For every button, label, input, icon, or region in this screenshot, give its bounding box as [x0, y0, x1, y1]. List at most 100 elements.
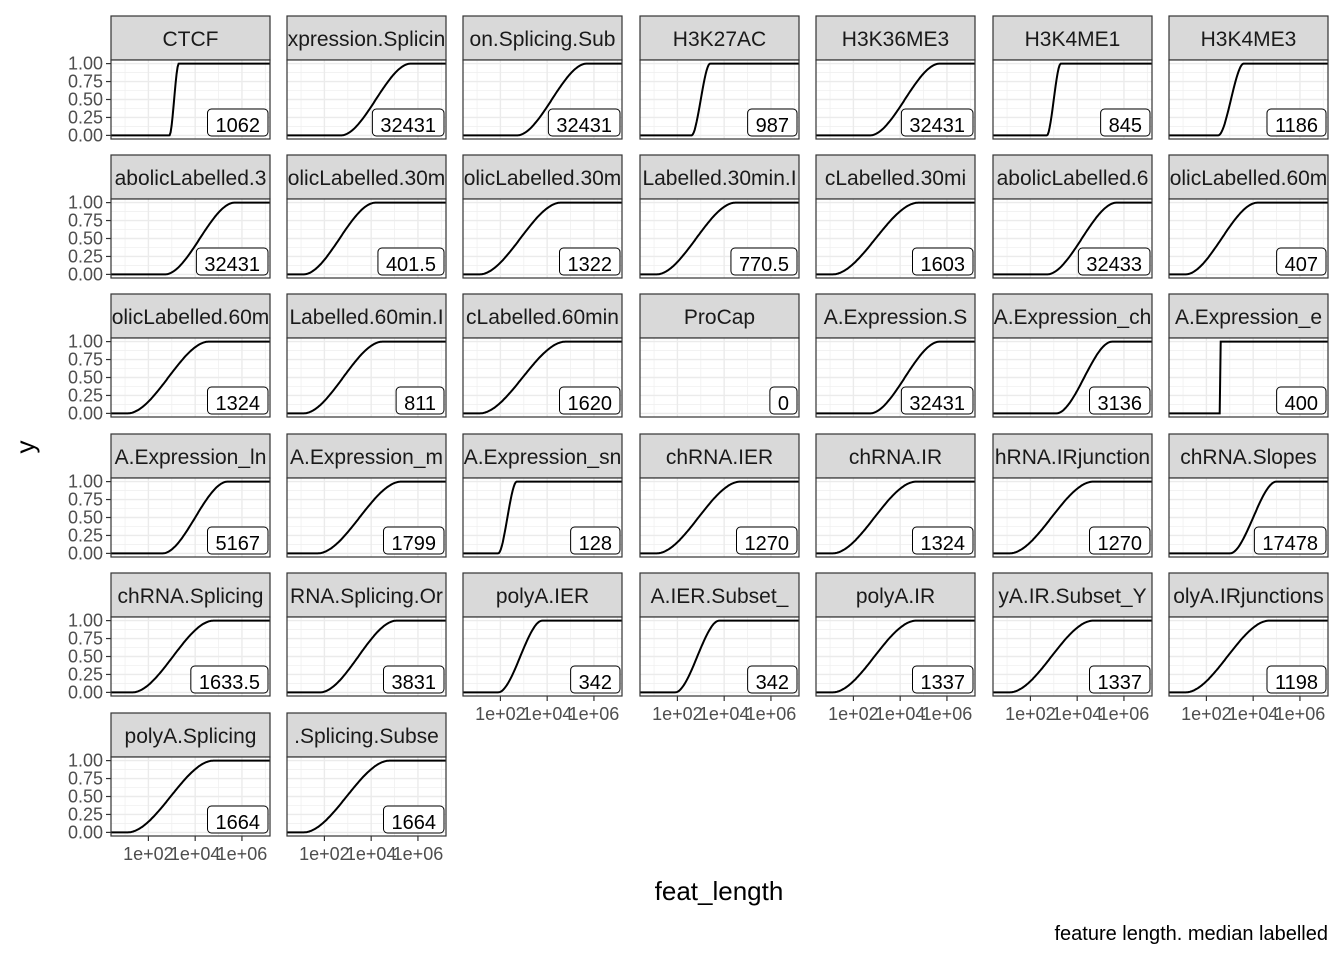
ecdf-line [463, 62, 622, 137]
facet-strip [992, 154, 1153, 200]
facet-panel: abolicLabelled.3 32431 0.000.250.500.751.0… [68, 154, 271, 284]
x-tick-label: 1e+02 [299, 844, 350, 864]
y-tick-label: 0.75 [68, 211, 103, 231]
panel-border [815, 616, 976, 697]
panel-border [992, 616, 1153, 697]
median-label: 0 [778, 393, 789, 415]
median-label-box [900, 386, 974, 415]
facet-panel: olicLabelled.30m 1322 [462, 154, 623, 279]
y-tick-label: 1.00 [68, 611, 103, 631]
panel-border [1168, 59, 1329, 140]
ecdf-line [640, 62, 799, 137]
median-label: 1664 [392, 812, 437, 834]
median-label-box [371, 108, 445, 137]
x-tick-label: 1e+06 [746, 704, 797, 724]
ecdf-line [640, 619, 799, 694]
panel-border [286, 756, 447, 837]
facet-panel: H3K27AC 987 [639, 15, 800, 140]
facet-strip [639, 433, 800, 479]
ecdf-line [993, 619, 1152, 694]
facet-strip-label: Labelled.60min.I [289, 306, 443, 329]
x-tick-label: 1e+04 [1228, 704, 1279, 724]
median-label-box [747, 665, 798, 694]
facet-strip [286, 154, 447, 200]
median-label: 987 [756, 115, 789, 137]
facet-strip-label: H3K36ME3 [842, 28, 949, 51]
panel-border [462, 477, 623, 558]
ecdf-line [816, 340, 975, 415]
ecdf-line [1169, 201, 1328, 276]
y-tick-label: 1.00 [68, 54, 103, 74]
panel-border [815, 59, 976, 140]
median-label-box [547, 108, 621, 137]
median-label: 401.5 [386, 254, 436, 276]
median-label: 407 [1285, 254, 1318, 276]
panel-border [286, 59, 447, 140]
facet-strip [992, 293, 1153, 339]
median-label: 5167 [216, 533, 261, 555]
y-tick-label: 0.50 [68, 787, 103, 807]
median-label-box [207, 526, 269, 555]
ecdf-line [816, 62, 975, 137]
facet-strip-label: xpression.Splicin [288, 28, 446, 51]
median-label: 1270 [1098, 533, 1143, 555]
facet-panel: H3K4ME3 1186 [1168, 15, 1329, 140]
median-label-box [190, 665, 269, 694]
x-tick-label: 1e+02 [828, 704, 879, 724]
panel-border [992, 477, 1153, 558]
facet-strip-label: ProCap [684, 306, 755, 329]
facet-strip [286, 712, 447, 758]
median-label: 1620 [568, 393, 613, 415]
median-label-box [570, 665, 621, 694]
median-label-box [1100, 108, 1151, 137]
median-label-box [1276, 247, 1327, 276]
ecdf-line [463, 619, 622, 694]
ecdf-line [463, 201, 622, 276]
median-label-box [1089, 665, 1151, 694]
median-label: 342 [579, 672, 612, 694]
facet-panel: RNA.Splicing.Or 3831 [286, 572, 447, 697]
panel-border [462, 337, 623, 418]
ecdf-line [111, 480, 270, 555]
ecdf-line [1169, 619, 1328, 694]
facet-strip [639, 293, 800, 339]
median-label: 400 [1285, 393, 1318, 415]
x-tick-label: 1e+02 [1005, 704, 1056, 724]
median-label: 128 [579, 533, 612, 555]
facet-strip [110, 15, 271, 61]
median-label: 342 [756, 672, 789, 694]
y-tick-label: 0.75 [68, 72, 103, 92]
facet-panel: chRNA.IR 1324 [815, 433, 976, 558]
panel-border [286, 477, 447, 558]
facet-strip [286, 293, 447, 339]
ecdf-line [287, 201, 446, 276]
x-tick-label: 1e+02 [475, 704, 526, 724]
facet-strip [1168, 15, 1329, 61]
panel-border [815, 198, 976, 279]
facet-strip [639, 154, 800, 200]
median-label: 1062 [216, 115, 261, 137]
ecdf-line [111, 759, 270, 834]
median-label-box [1077, 247, 1151, 276]
median-label: 1198 [1275, 672, 1318, 694]
median-label: 1337 [1098, 672, 1143, 694]
median-label-box [395, 386, 445, 415]
facet-strip [462, 15, 623, 61]
facet-panel: Labelled.60min.I 811 [286, 293, 447, 418]
x-tick-label: 1e+02 [123, 844, 174, 864]
median-label: 811 [404, 393, 436, 415]
y-tick-label: 0.00 [68, 403, 103, 423]
facet-panel: A.Expression_e 400 [1168, 293, 1329, 418]
facet-strip-label: A.Expression_ch [994, 306, 1152, 329]
facet-panel: CTCF 1062 0.000.250.500.751.00 [68, 15, 271, 145]
facet-strip [992, 433, 1153, 479]
facet-strip-label: abolicLabelled.6 [997, 167, 1149, 190]
panel-border [639, 59, 800, 140]
y-tick-label: 0.00 [68, 822, 103, 842]
panel-border [1168, 198, 1329, 279]
panel-border [639, 198, 800, 279]
x-tick-label: 1e+04 [1052, 704, 1103, 724]
panel-border [462, 59, 623, 140]
